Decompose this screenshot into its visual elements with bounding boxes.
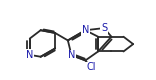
Text: Cl: Cl bbox=[86, 62, 96, 72]
Text: N: N bbox=[82, 25, 89, 35]
Text: S: S bbox=[101, 23, 107, 33]
Text: N: N bbox=[26, 50, 34, 60]
Text: N: N bbox=[68, 50, 75, 60]
